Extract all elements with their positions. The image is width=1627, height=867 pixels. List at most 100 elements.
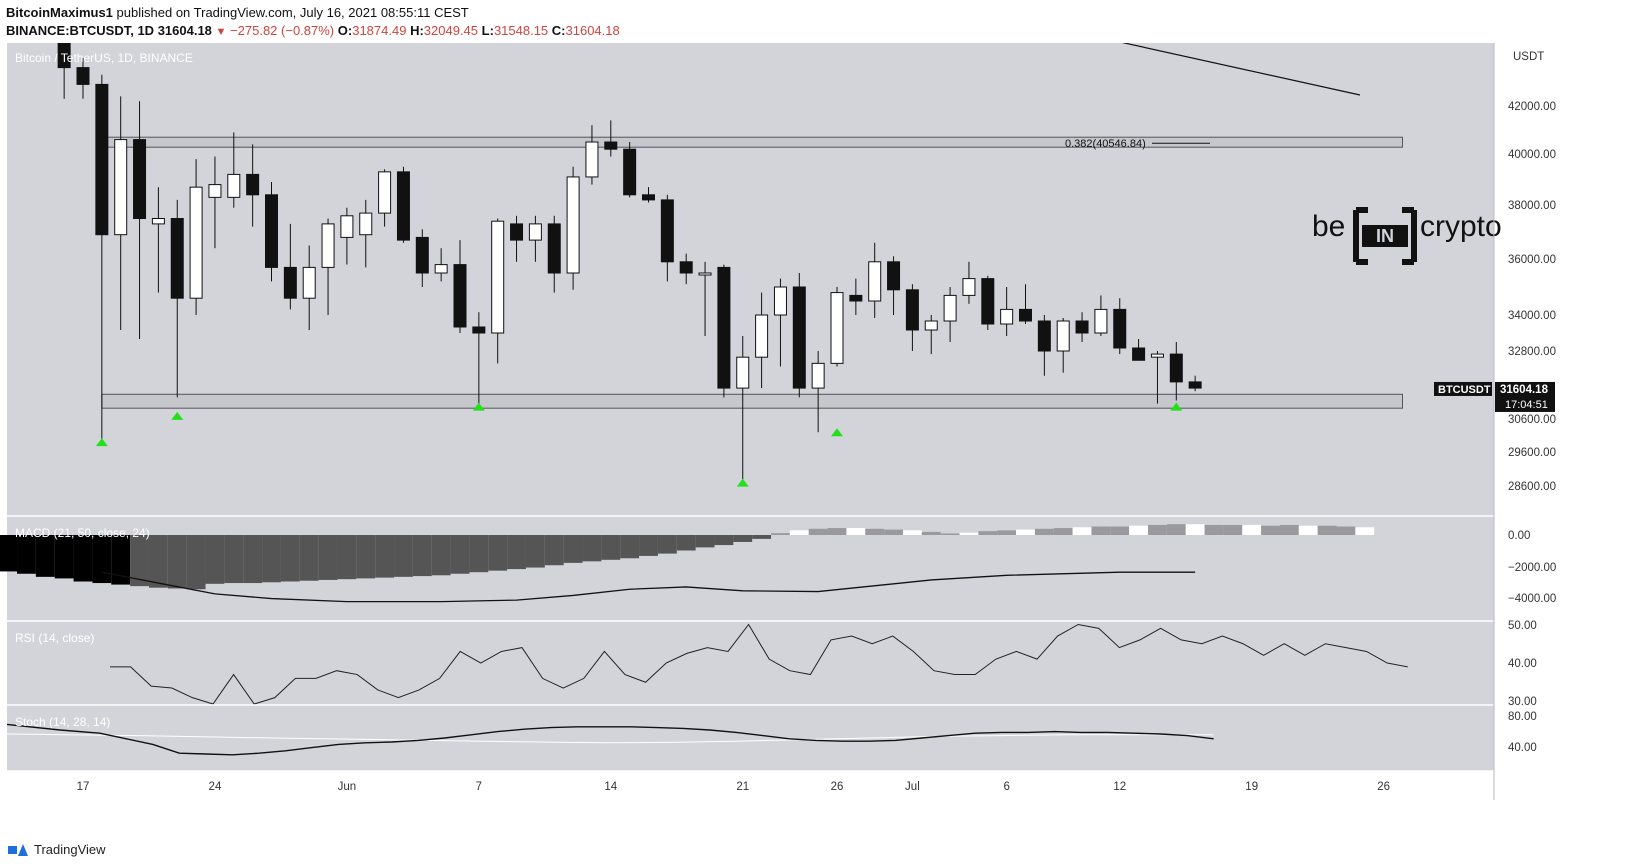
candle-body [566,176,580,274]
footer-brand[interactable]: TradingView [34,842,106,857]
candle-body [849,294,863,302]
macd-histogram-bar [431,535,451,576]
macd-histogram-bar [224,535,244,584]
macd-histogram-bar [412,535,432,577]
price-pane-label: Bitcoin / TetherUS, 1D, BINANCE [15,51,193,65]
rsi-tick-label: 50.00 [1508,620,1537,632]
time-tick-label: Jul [905,781,920,793]
candle-body [642,194,655,201]
price-tag-countdown: 17:04:51 [1505,399,1548,411]
candle-body [283,266,297,299]
macd-histogram-bar [1336,526,1356,535]
up-arrow-icon [736,478,749,487]
candle-body [491,220,505,334]
trendline [1121,43,1361,96]
time-tick-label: 19 [1245,781,1258,793]
macd-histogram-bar [35,535,55,577]
macd-histogram-bar [601,535,621,560]
time-tick-label: 21 [736,781,749,793]
candle-body [962,278,976,296]
candle-body [585,141,599,178]
candle-body [604,141,618,150]
watermark-in-box [1362,225,1408,247]
candle-body [227,173,241,198]
time-tick-label: 12 [1113,781,1126,793]
low-value: 31548.15 [493,23,549,38]
macd-histogram-bar [92,535,112,584]
macd-histogram-bar [808,528,828,535]
open-label: O: [337,23,353,38]
macd-histogram-bar [714,535,734,546]
price-tick-label: 28600.00 [1508,481,1556,493]
macd-histogram-bar [1223,524,1243,535]
author-name[interactable]: BitcoinMaximus1 [6,5,113,20]
candle-body [755,314,769,358]
candle-body [453,264,467,328]
candle-body [1075,320,1089,334]
rsi-pane[interactable] [110,623,1408,705]
time-axis[interactable]: 17 24 Jun 7 14 21 26 Jul 6 12 19 26 [7,771,1494,800]
macd-histogram-bar [375,535,395,578]
candle-body [773,286,787,316]
bracket-icon [1353,207,1417,265]
macd-histogram-bar [356,535,376,579]
candle-body [1094,308,1108,334]
close-value: 31604.18 [565,23,620,38]
macd-tick-label: 0.00 [1508,530,1530,542]
symbol-name: BINANCE:BTCUSDT, 1D [6,23,155,38]
macd-histogram-bar [318,535,338,580]
candle-body [434,264,448,274]
candle-body [302,266,316,299]
macd-histogram-bar [1185,524,1205,535]
up-arrow-icon [95,438,108,447]
macd-histogram-bar [1034,528,1054,535]
last-price: 31604.18 [157,23,212,38]
candle-body [472,326,486,334]
candle-body [792,286,806,389]
macd-histogram-bar [130,535,149,587]
macd-histogram-bar [525,535,545,568]
candle-body [1113,308,1127,349]
macd-histogram-bar [1110,526,1130,535]
price-tag-value: 31604.18 [1500,384,1549,396]
macd-tick-label: −4000.00 [1508,593,1556,605]
candle-body [1132,347,1146,361]
candle-body [1000,308,1014,325]
candle-body [133,139,147,220]
macd-histogram-bar [902,530,922,535]
macd-signal-line [101,571,1196,603]
candle-body [528,223,542,241]
candle-body [830,292,844,364]
macd-histogram-bar [299,535,319,581]
macd-histogram-bar [1279,524,1299,535]
fib-level-label: 0.382(40546.84) [1065,138,1146,150]
candle-body [189,186,203,299]
up-arrow-icon [1170,402,1183,411]
time-tick-label: 26 [831,781,844,793]
published-text: published on TradingView.com, July 16, 2… [116,5,469,20]
macd-histogram-bar [167,535,187,589]
macd-histogram-bar [1053,528,1073,535]
macd-histogram-bar [921,531,941,535]
candle-body [321,223,335,268]
candle-body [1019,308,1032,322]
candle-body [736,356,750,389]
high-value: 32049.45 [423,23,479,38]
stoch-pane[interactable] [6,723,1214,756]
price-pane[interactable]: 0.382(40546.84) [57,15,1404,487]
price-tick-label: 36000.00 [1508,254,1556,266]
tradingview-logo-icon[interactable] [8,843,28,856]
stoch-d-line [6,733,1214,744]
candle-body [114,139,128,236]
candle-body [623,148,637,196]
macd-histogram-bar [1091,526,1111,535]
macd-histogram-bar [280,535,300,582]
rsi-tick-label: 40.00 [1508,658,1537,670]
macd-histogram-bar [337,535,357,580]
macd-histogram-bar [262,535,281,583]
macd-histogram-bar [1355,527,1375,535]
macd-histogram-bar [940,533,960,535]
macd-pane[interactable] [0,524,1375,603]
price-axis-background [1494,43,1566,800]
